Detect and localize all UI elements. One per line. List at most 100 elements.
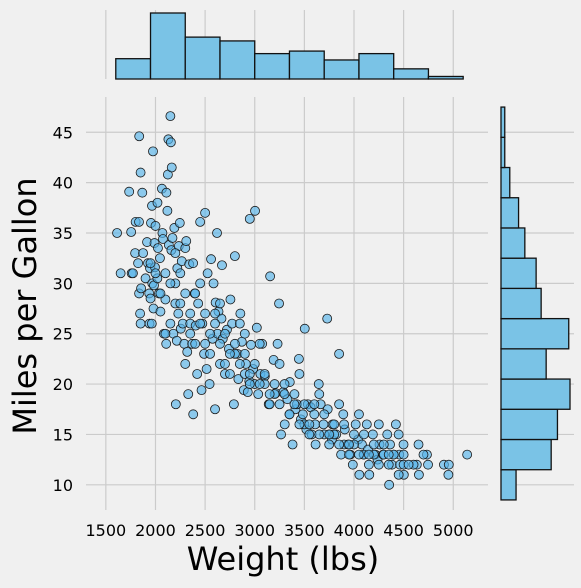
data-point [203,269,212,278]
data-point [265,400,274,409]
data-point [146,259,155,268]
data-point [335,440,344,449]
data-point [243,388,252,397]
right-hist-bar [501,349,546,379]
data-point [374,460,383,469]
data-point [136,309,145,318]
data-point [191,339,200,348]
right-hist-bar [501,409,557,439]
data-point [275,299,284,308]
top-hist-bar [359,54,394,79]
data-point [211,309,220,318]
data-point [383,430,392,439]
data-point [314,380,323,389]
data-point [320,410,329,419]
data-point [311,440,320,449]
data-point [404,460,413,469]
data-point [340,420,349,429]
data-point [364,460,373,469]
data-point [365,470,374,479]
data-point [162,339,171,348]
data-point [196,319,205,328]
data-point [245,214,254,223]
data-point [255,339,264,348]
data-point [137,284,146,293]
data-point [201,339,210,348]
data-point [181,359,190,368]
data-point [220,359,229,368]
data-point [275,359,284,368]
data-point [414,470,423,479]
y-tick-label: 25 [53,325,73,344]
data-point [399,450,408,459]
x-tick-label: 4500 [383,521,424,540]
data-point [266,272,275,281]
data-point [113,228,122,237]
data-point [270,380,279,389]
data-point [362,420,371,429]
right-hist-bar [501,107,505,137]
data-point [348,460,357,469]
y-tick-label: 35 [53,224,73,243]
data-point [350,430,359,439]
right-hist-bar [501,288,541,318]
data-point [176,299,185,308]
data-point [335,400,344,409]
data-point [368,430,377,439]
data-point [384,460,393,469]
data-point [254,390,263,399]
data-point [424,460,433,469]
x-tick-label: 5000 [433,521,474,540]
data-point [191,289,200,298]
data-point [205,380,214,389]
data-point [235,359,244,368]
data-point [275,400,284,409]
data-point [183,347,192,356]
data-point [273,339,282,348]
data-point [181,289,190,298]
data-point [171,400,180,409]
data-point [235,319,244,328]
data-point [201,309,210,318]
data-point [163,206,172,215]
top-hist-bar [185,37,220,79]
data-point [325,430,334,439]
top-hist-bar [151,13,186,79]
data-point [135,217,144,226]
data-point [364,450,373,459]
data-point [391,420,400,429]
data-point [197,386,206,395]
data-point [245,370,254,379]
right-hist-bar [501,439,551,469]
data-point [230,252,239,261]
data-point [128,269,137,278]
data-point [277,430,286,439]
data-point [369,440,378,449]
data-point [319,420,328,429]
data-point [300,324,309,333]
data-point [399,440,408,449]
data-point [384,450,393,459]
data-point [265,390,274,399]
data-point [305,420,314,429]
top-hist-bar [324,60,359,79]
data-point [305,430,314,439]
right-hist-bar [501,137,505,167]
data-point [414,440,423,449]
right-hist-bar [501,470,516,500]
data-point [355,470,364,479]
data-point [135,132,144,141]
data-point [171,249,180,258]
data-point [285,410,294,419]
data-point [216,299,225,308]
data-point [139,249,148,258]
data-point [251,206,260,215]
x-axis-label: Weight (lbs) [187,540,380,578]
y-tick-label: 20 [53,375,73,394]
data-point [236,309,245,318]
x-tick-label: 4000 [334,521,375,540]
data-point [300,400,309,409]
data-point [153,198,162,207]
data-point [209,279,218,288]
data-point [153,244,162,253]
